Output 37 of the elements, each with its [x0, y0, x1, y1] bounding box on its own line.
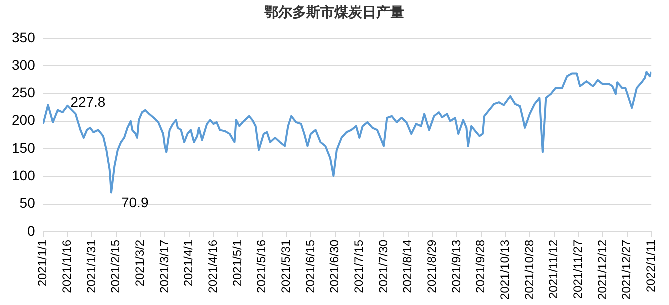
x-tick-label: 2021/4/16 [206, 240, 220, 294]
x-tick-label: 2021/1/16 [60, 240, 74, 294]
x-tick-label: 2021/10/28 [522, 240, 536, 300]
x-tick-label: 2021/2/15 [108, 240, 123, 294]
y-tick-label: 0 [28, 222, 36, 239]
y-tick-label: 300 [12, 56, 36, 73]
x-tick-label: 2021/5/1 [230, 240, 244, 287]
x-tick-label: 2021/3/17 [157, 240, 172, 294]
x-tick-label: 2021/10/13 [498, 240, 512, 300]
annotation: 227.8 [70, 94, 106, 110]
chart-title: 鄂尔多斯市煤炭日产量 [264, 3, 406, 22]
x-tick-label: 2021/9/28 [474, 240, 488, 294]
y-tick-label: 200 [12, 112, 36, 128]
x-tick-label: 2021/8/14 [400, 240, 415, 294]
x-tick-label: 2021/6/15 [303, 240, 318, 294]
y-tick-label: 100 [12, 168, 36, 184]
x-tick-label: 2021/9/13 [449, 240, 464, 294]
x-tick-label: 2021/3/2 [132, 240, 147, 287]
annotation: 70.9 [121, 194, 149, 211]
x-tick-label: 2021/7/30 [376, 240, 390, 294]
x-tick-label: 2021/5/16 [254, 240, 269, 294]
x-tick-label: 2022/1/11 [644, 240, 658, 292]
y-tick-label: 150 [12, 140, 36, 156]
y-tick-label: 350 [12, 29, 36, 46]
x-tick-label: 2021/11/12 [546, 240, 561, 300]
x-tick-label: 2021/8/29 [424, 240, 439, 294]
x-tick-label: 2021/6/30 [328, 240, 342, 294]
x-tick-label: 2021/12/27 [620, 240, 634, 300]
y-tick-label: 250 [12, 84, 36, 101]
x-tick-label: 2021/7/15 [352, 240, 366, 294]
x-tick-label: 2021/5/31 [278, 240, 293, 294]
x-tick-label: 2021/12/12 [595, 240, 610, 300]
x-tick-label: 2021/11/27 [570, 240, 585, 300]
y-tick-label: 50 [20, 195, 36, 212]
x-tick-label: 2021/1/1 [36, 240, 50, 287]
x-tick-label: 2021/1/31 [84, 240, 98, 294]
x-tick-label: 2021/4/1 [182, 240, 196, 287]
